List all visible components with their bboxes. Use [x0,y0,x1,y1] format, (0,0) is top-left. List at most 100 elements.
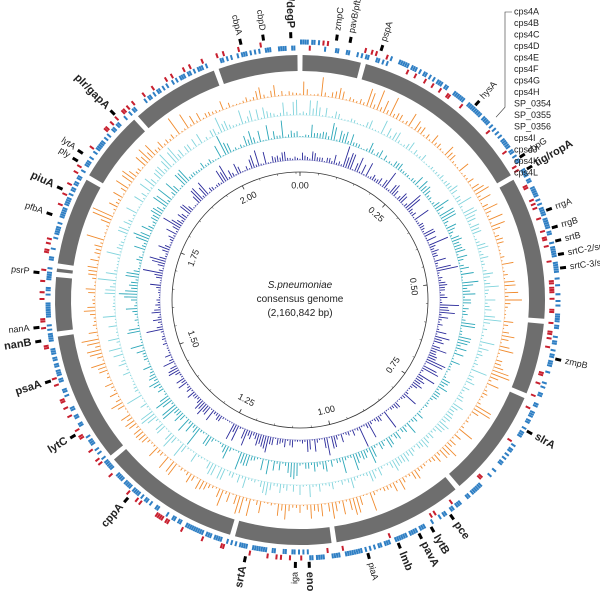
strand-mark [534,191,535,193]
gene-label: hysA [478,79,499,101]
track-bar [476,242,480,243]
strand-mark [73,190,74,192]
gene-label: srtC-2/srtC [567,240,600,257]
strand-mark [434,513,436,514]
strand-mark [474,489,475,490]
track-bar [272,156,273,162]
cps-label: cps4H [514,87,540,97]
track-bar [407,175,409,177]
strand-mark [503,141,504,143]
track-bar [195,401,203,409]
strand-mark [439,90,441,91]
track-bar [459,334,461,335]
track-bar [96,249,101,250]
track-bar [203,432,204,433]
track-bar [493,227,500,230]
strand-mark [56,363,57,365]
strand-mark [413,68,415,69]
strand-mark [538,218,539,220]
track-bar [430,398,432,400]
strand-mark [202,532,204,533]
track-bar [441,382,448,386]
track-bar [243,101,244,103]
track-bar [374,445,375,447]
track-bar [421,370,423,371]
track-bar [236,174,237,175]
track-bar [409,143,415,151]
track-bar [317,133,318,138]
track-bar [452,358,454,359]
strand-mark [473,490,474,491]
track-bar [185,153,186,154]
strand-mark [180,522,182,523]
strand-mark [68,200,69,202]
track-bar [114,209,116,210]
track-bar [382,413,383,414]
gene-label: srtB [564,230,582,243]
track-bar [273,461,275,471]
strand-mark [97,149,98,151]
track-bar [350,455,351,458]
track-bar [154,379,157,381]
track-bar [440,305,459,306]
track-bar [246,166,248,170]
track-bar [402,395,405,397]
gene-label: nanA [8,323,30,335]
track-bar [316,101,317,116]
strand-mark [65,391,66,393]
track-bar [487,383,498,388]
track-bar [218,183,220,185]
strand-mark [165,79,167,80]
track-bar [462,285,473,286]
strand-mark [81,424,82,426]
track-bar [232,173,234,176]
track-bar [374,179,376,182]
track-bar [157,207,163,211]
strand-mark [122,478,123,479]
track-bar [186,417,187,418]
track-bar [425,405,427,407]
strand-mark [198,69,200,70]
track-bar [225,419,226,420]
track-bar [180,188,181,189]
strand-mark [145,100,147,101]
strand-mark [430,515,432,516]
track-bar [489,214,503,220]
track-bar [191,453,197,461]
strand-mark [506,453,507,455]
gene-label: rrgA [554,196,573,211]
track-bar [337,459,338,463]
track-bar [143,353,146,354]
track-bar [442,180,443,181]
track-bar [418,468,420,471]
strand-mark [60,378,61,380]
gene-label: psrP [11,264,30,276]
track-bar [383,487,385,491]
track-bar [139,263,141,264]
strand-mark [549,365,550,367]
strand-mark [457,95,459,96]
scale-tick-label: 0.00 [291,180,309,190]
track-bar [388,190,389,192]
track-bar [249,111,252,122]
track-bar [468,179,473,183]
track-bar [334,127,337,140]
track-bar [434,455,440,462]
track-bar [174,444,184,456]
track-bar [162,336,165,337]
track-bar [447,153,452,158]
track-bar [209,159,212,163]
track-bar [415,177,422,184]
strand-mark [60,222,61,224]
strand-mark [476,487,477,488]
strand-mark [478,477,479,478]
track-bar [420,225,424,227]
track-bar [403,478,406,483]
track-bar [444,221,448,223]
track-bar [224,121,228,130]
strand-mark [378,545,380,546]
strand-mark [365,57,367,58]
track-bar [218,416,221,421]
strand-mark [58,229,59,231]
strand-mark [58,370,59,372]
